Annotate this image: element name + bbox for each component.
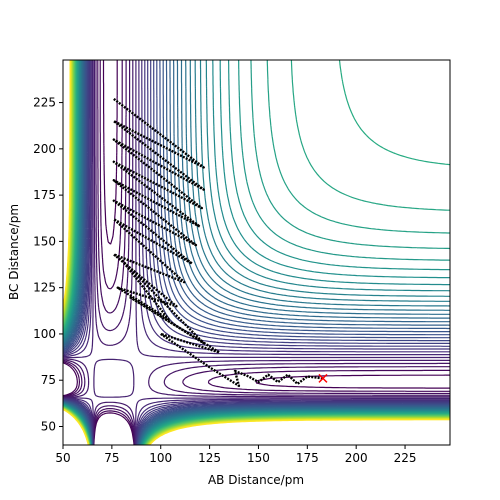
contour-line <box>63 60 450 445</box>
contour-line <box>63 60 450 445</box>
contour-line <box>63 60 450 445</box>
x-tick-label: 225 <box>394 451 417 465</box>
y-tick-label: 225 <box>33 96 56 110</box>
contour-line <box>63 60 450 445</box>
x-tick-label: 75 <box>104 451 119 465</box>
plot-frame <box>62 59 451 446</box>
contour-line <box>63 60 450 445</box>
contour-line <box>63 60 450 445</box>
y-tick-label: 100 <box>33 327 56 341</box>
end-marker <box>318 373 328 383</box>
trajectory-layer <box>112 97 328 387</box>
x-axis-label: AB Distance/pm <box>208 473 304 487</box>
contour-line <box>63 60 450 445</box>
contour-line <box>63 60 450 445</box>
contour-line <box>63 60 450 445</box>
x-tick-label: 175 <box>296 451 319 465</box>
x-tick-label: 150 <box>247 451 270 465</box>
y-tick-label: 50 <box>41 419 56 433</box>
contour-layer <box>63 60 450 445</box>
y-tick-label: 75 <box>41 373 56 387</box>
x-tick-label: 100 <box>149 451 172 465</box>
contour-line <box>63 60 450 445</box>
contour-line <box>63 60 450 445</box>
y-tick-label: 200 <box>33 142 56 156</box>
y-axis-label: BC Distance/pm <box>7 204 21 300</box>
y-tick-label: 175 <box>33 188 56 202</box>
contour-line <box>63 60 450 445</box>
contour-line <box>63 60 450 445</box>
contour-line <box>63 60 450 445</box>
x-tick-label: 50 <box>55 451 70 465</box>
y-tick-label: 125 <box>33 281 56 295</box>
x-tick-label: 200 <box>345 451 368 465</box>
y-tick-label: 150 <box>33 234 56 248</box>
trajectory-line <box>112 97 324 387</box>
x-tick-label: 125 <box>198 451 221 465</box>
